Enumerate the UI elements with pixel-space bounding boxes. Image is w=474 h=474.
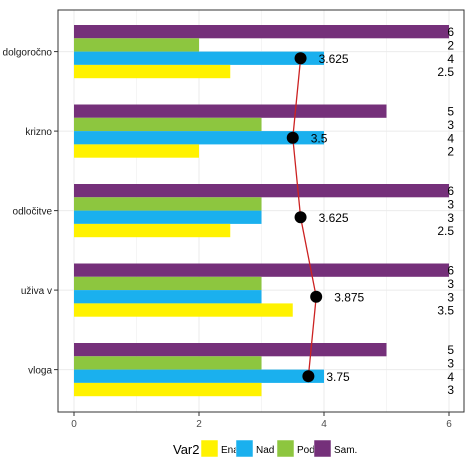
right-value-label: 3 [447,197,454,211]
bar [74,343,387,357]
legend: Var2 Enak Nad Pod Sam. [173,439,357,458]
y-tick-label: odločitve [13,207,53,218]
bar [74,210,262,224]
mean-line: 3.625 3.5 3.625 3.875 3.75 [286,52,365,384]
mean-value-label: 3.625 [319,52,349,66]
x-tick-label: 0 [71,419,77,430]
mean-value-label: 3.75 [326,370,350,384]
right-value-label: 2 [447,145,454,159]
right-value-label: 4 [447,131,454,145]
bar [74,369,324,383]
y-tick-label: vloga [28,366,52,377]
bar [74,38,199,52]
legend-title: Var2 [173,442,200,457]
right-value-label: 2.5 [437,65,454,79]
mean-value-label: 3.625 [319,211,349,225]
mean-point [310,290,323,303]
legend-label: Sam. [334,445,357,456]
right-value-label: 2 [447,38,454,52]
bar [74,382,262,397]
bar [74,144,199,158]
mean-point [286,131,299,144]
bar [74,117,262,132]
right-value-label: 4 [447,52,454,66]
legend-label: Nad [256,445,274,456]
right-value-label: 3 [447,211,454,225]
right-value-label: 5 [447,343,454,357]
right-value-label: 3 [447,356,454,370]
y-tick-label: dolgoročno [3,48,53,59]
bars [74,25,449,397]
x-tick-label: 6 [446,419,452,430]
bar [74,303,293,317]
bar [74,276,262,291]
x-tick-label: 4 [321,419,327,430]
bar [74,356,262,370]
right-value-label: 3 [447,118,454,132]
right-value-label: 3.5 [437,304,454,318]
bar [74,290,262,304]
mean-point [294,52,307,65]
right-value-label: 3 [447,383,454,397]
right-value-label: 4 [447,370,454,384]
legend-label: Enak [221,445,245,456]
right-value-label: 6 [447,25,454,39]
bar [74,25,449,39]
mean-point [302,370,315,383]
bar [74,223,231,238]
legend-label: Pod [297,445,315,456]
legend-key [276,439,295,458]
mean-point [294,211,307,224]
legend-key [235,439,254,458]
right-value-label: 6 [447,264,454,278]
right-value-label: 2.5 [437,224,454,238]
legend-key [313,439,332,458]
bar [74,104,387,118]
bar [74,51,324,65]
bar [74,184,449,198]
bar [74,64,231,79]
right-value-label: 5 [447,105,454,119]
x-tick-label: 2 [196,419,202,430]
mean-value-label: 3.875 [334,290,364,304]
legend-key [200,439,219,458]
bar [74,197,262,211]
y-tick-label: krizno [25,127,52,138]
y-tick-label: uživa v [21,286,52,297]
right-value-label: 3 [447,277,454,291]
bar [74,263,449,277]
right-value-label: 3 [447,290,454,304]
mean-value-label: 3.5 [311,131,328,145]
bar [74,131,324,145]
right-value-label: 6 [447,184,454,198]
